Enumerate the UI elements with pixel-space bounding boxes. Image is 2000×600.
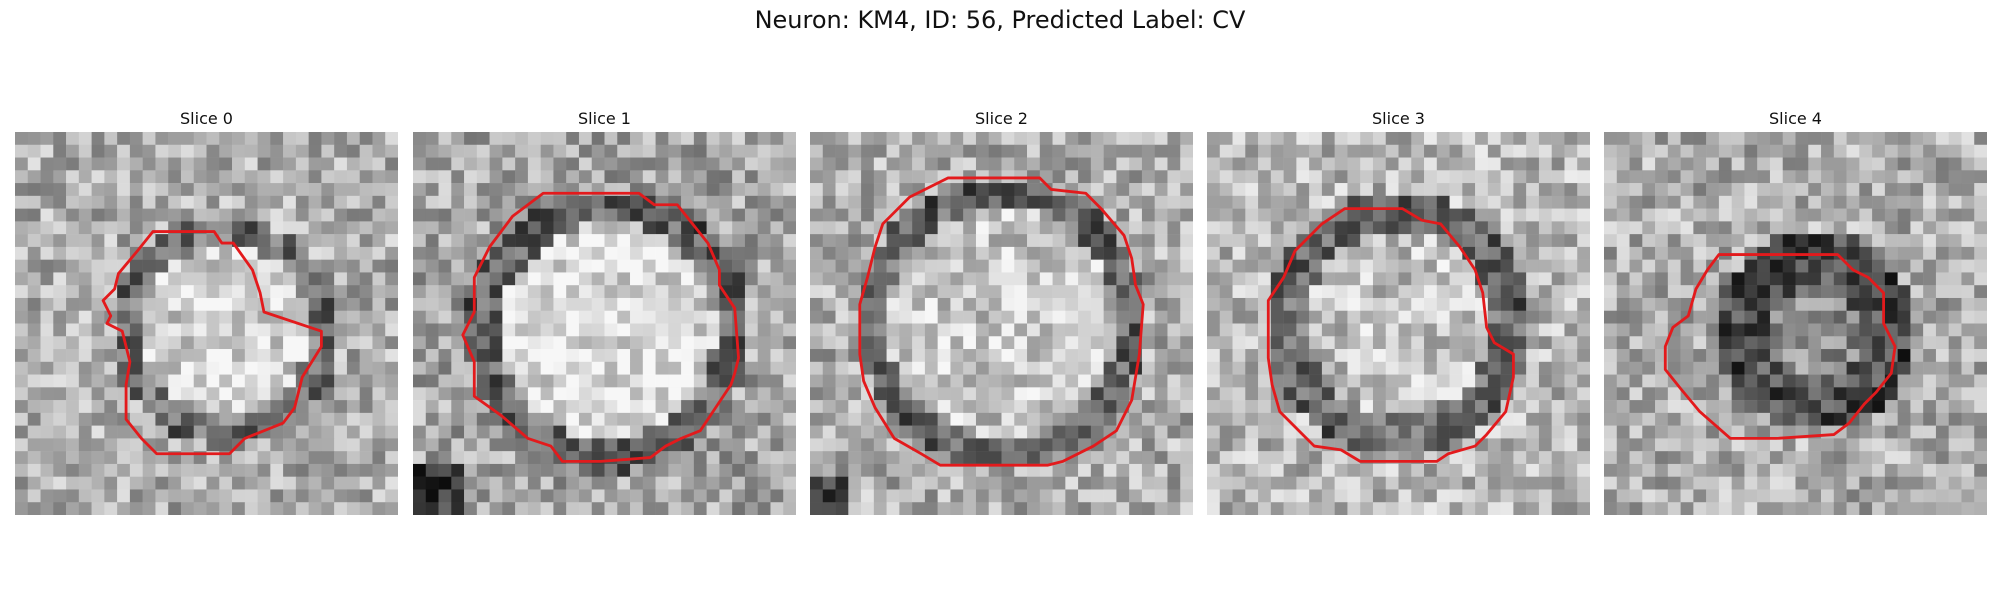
segmentation-contour: [1663, 253, 1897, 440]
segmentation-contour: [1266, 207, 1515, 463]
slice-panel-3: Slice 3: [1207, 110, 1590, 515]
slice-image: [413, 132, 796, 515]
slice-image: [810, 132, 1193, 515]
segmentation-contour: [858, 176, 1145, 467]
slice-panel-1: Slice 1: [413, 110, 796, 515]
figure-title: Neuron: KM4, ID: 56, Predicted Label: CV: [754, 6, 1246, 34]
slice-image: [1604, 132, 1987, 515]
segmentation-contour: [461, 191, 740, 463]
slice-title: Slice 0: [180, 109, 233, 128]
slice-title: Slice 4: [1769, 109, 1822, 128]
slice-panel-2: Slice 2: [810, 110, 1193, 515]
segmentation-contour: [101, 230, 323, 456]
slice-panel-0: Slice 0: [15, 110, 398, 515]
slice-image: [1207, 132, 1590, 515]
slice-image: [15, 132, 398, 515]
slice-title: Slice 1: [578, 109, 631, 128]
slice-title: Slice 2: [975, 109, 1028, 128]
slice-panel-4: Slice 4: [1604, 110, 1987, 515]
slice-title: Slice 3: [1372, 109, 1425, 128]
